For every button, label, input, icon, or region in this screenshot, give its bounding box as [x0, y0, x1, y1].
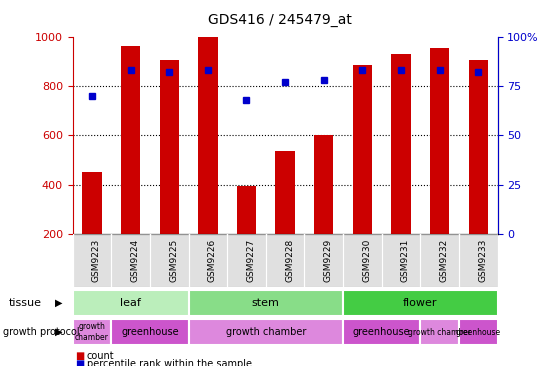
- Bar: [430, 48, 449, 284]
- Text: growth protocol: growth protocol: [3, 327, 79, 337]
- Bar: [121, 46, 140, 284]
- Text: tissue: tissue: [8, 298, 41, 308]
- Text: GDS416 / 245479_at: GDS416 / 245479_at: [207, 13, 352, 27]
- Text: GSM9228: GSM9228: [285, 239, 294, 282]
- Bar: [150, 234, 188, 287]
- Bar: [198, 37, 217, 284]
- Text: growth chamber: growth chamber: [226, 327, 306, 337]
- Text: stem: stem: [252, 298, 280, 308]
- Bar: [382, 234, 420, 287]
- Bar: [73, 234, 111, 287]
- Text: ■: ■: [75, 351, 85, 361]
- Bar: [459, 234, 498, 287]
- Bar: [188, 234, 227, 287]
- Text: ▶: ▶: [55, 298, 63, 308]
- Bar: [82, 172, 102, 284]
- Bar: [111, 319, 188, 346]
- Bar: [314, 135, 333, 284]
- Text: growth
chamber: growth chamber: [75, 322, 109, 342]
- Bar: [188, 319, 343, 346]
- Text: growth chamber: growth chamber: [408, 328, 471, 337]
- Text: ■: ■: [75, 359, 85, 366]
- Text: leaf: leaf: [120, 298, 141, 308]
- Text: GSM9225: GSM9225: [169, 239, 178, 282]
- Bar: [73, 290, 188, 316]
- Text: percentile rank within the sample: percentile rank within the sample: [87, 359, 252, 366]
- Text: greenhouse: greenhouse: [456, 328, 501, 337]
- Text: ▶: ▶: [55, 327, 63, 337]
- Text: GSM9229: GSM9229: [324, 239, 333, 282]
- Text: GSM9230: GSM9230: [362, 239, 371, 282]
- Bar: [111, 234, 150, 287]
- Bar: [227, 234, 266, 287]
- Text: GSM9231: GSM9231: [401, 239, 410, 282]
- Text: GSM9226: GSM9226: [208, 239, 217, 282]
- Bar: [237, 186, 256, 284]
- Text: GSM9227: GSM9227: [247, 239, 255, 282]
- Text: GSM9233: GSM9233: [478, 239, 487, 282]
- Bar: [343, 290, 498, 316]
- Bar: [391, 54, 411, 284]
- Bar: [266, 234, 305, 287]
- Bar: [305, 234, 343, 287]
- Text: greenhouse: greenhouse: [121, 327, 179, 337]
- Bar: [343, 234, 382, 287]
- Bar: [420, 234, 459, 287]
- Text: GSM9224: GSM9224: [131, 239, 140, 281]
- Text: flower: flower: [403, 298, 438, 308]
- Bar: [188, 290, 343, 316]
- Text: greenhouse: greenhouse: [353, 327, 410, 337]
- Bar: [73, 319, 111, 346]
- Bar: [276, 152, 295, 284]
- Bar: [468, 60, 488, 284]
- Text: GSM9223: GSM9223: [92, 239, 101, 282]
- Bar: [420, 319, 459, 346]
- Text: GSM9232: GSM9232: [439, 239, 448, 282]
- Text: count: count: [87, 351, 114, 361]
- Bar: [343, 319, 420, 346]
- Bar: [353, 65, 372, 284]
- Bar: [459, 319, 498, 346]
- Bar: [159, 60, 179, 284]
